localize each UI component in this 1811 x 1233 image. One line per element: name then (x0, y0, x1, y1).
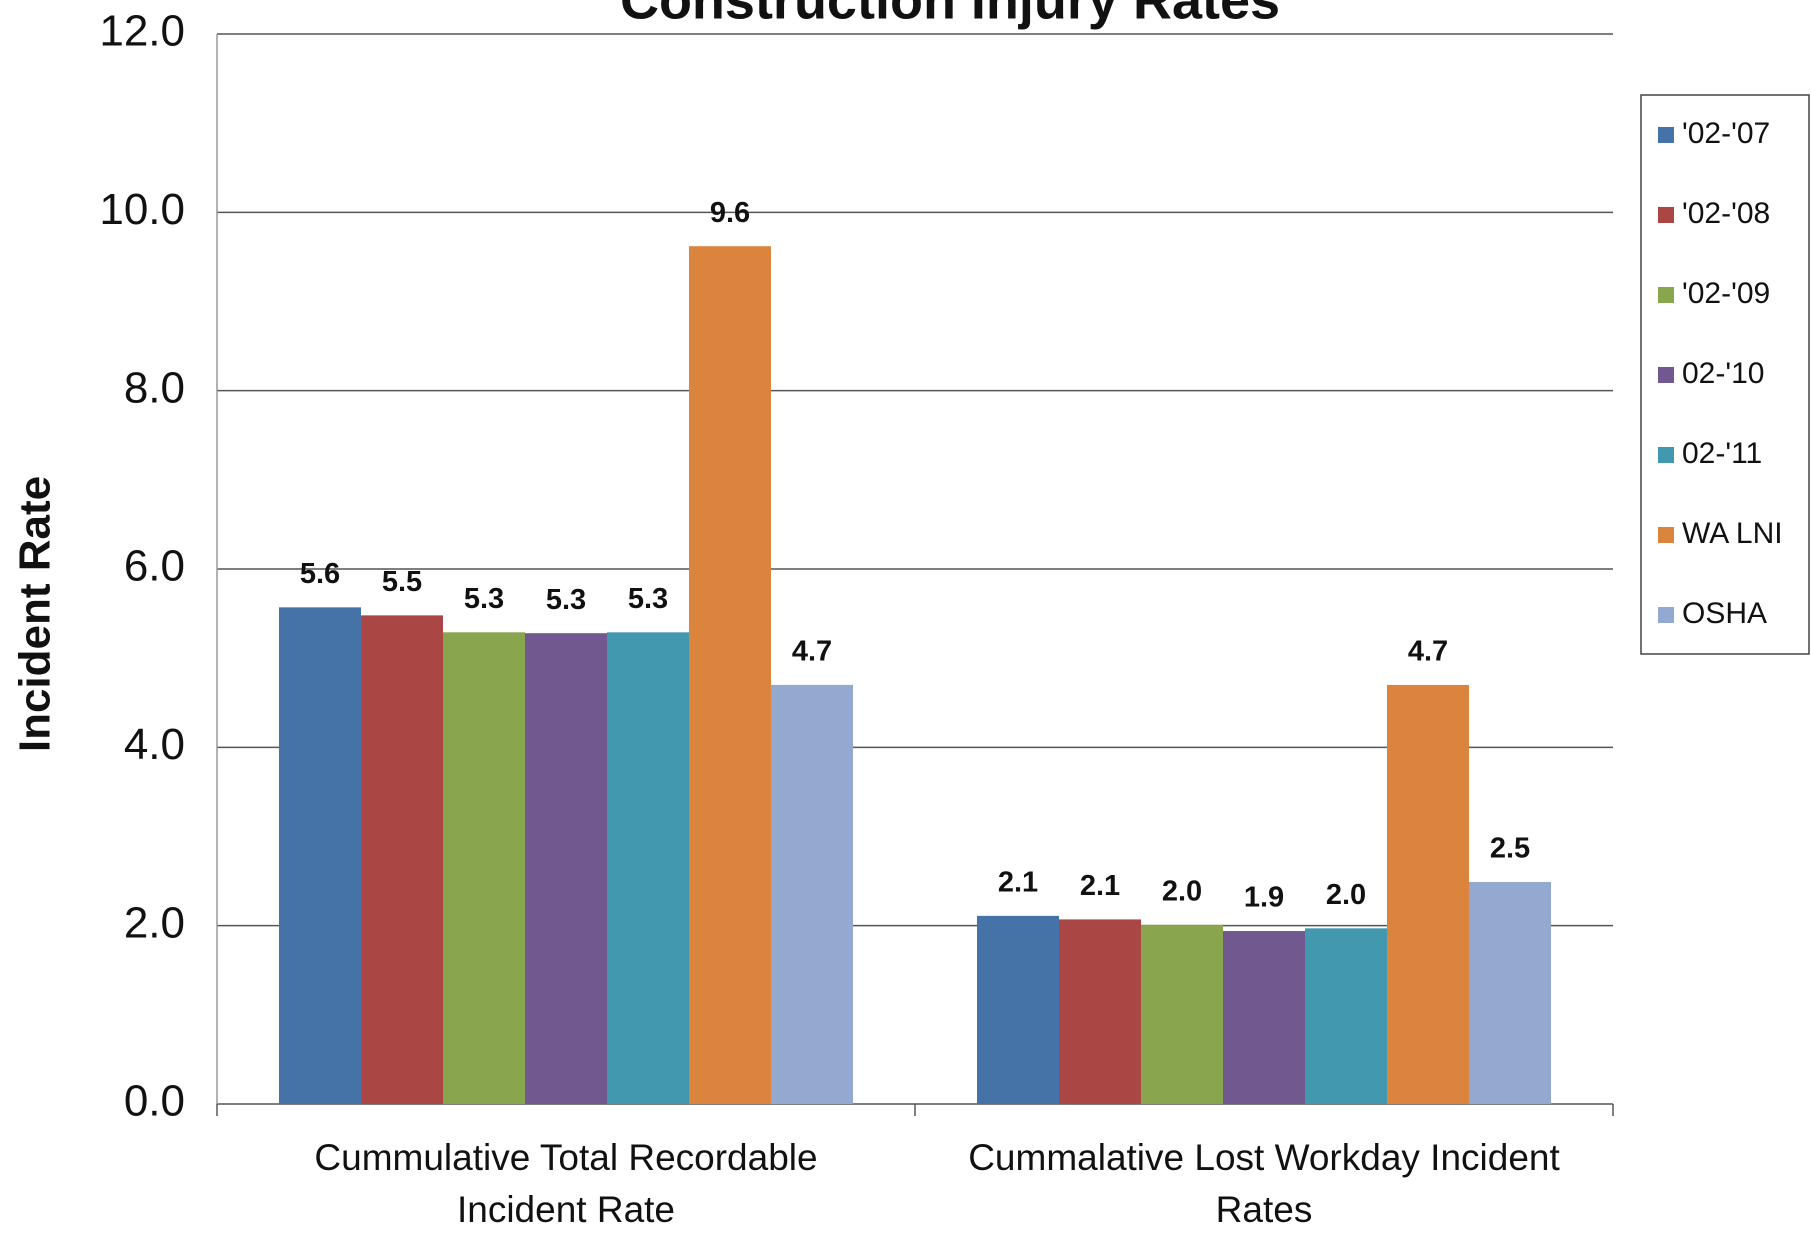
legend-label: 02-'10 (1682, 357, 1764, 390)
legend-label: 02-'11 (1682, 437, 1762, 470)
data-label: 5.3 (464, 583, 504, 615)
data-label: 4.7 (792, 636, 832, 668)
bar (1305, 928, 1387, 1104)
y-tick-label: 0.0 (124, 1077, 185, 1126)
bar (1059, 919, 1141, 1104)
data-label: 5.3 (628, 583, 668, 615)
legend-swatch (1658, 607, 1674, 623)
bar (279, 607, 361, 1104)
bar (1141, 924, 1223, 1104)
y-tick-label: 6.0 (124, 542, 185, 591)
legend-swatch (1658, 527, 1674, 543)
data-label: 5.3 (546, 584, 586, 616)
data-label: 2.0 (1326, 879, 1366, 911)
y-tick-label: 4.0 (124, 720, 185, 769)
legend-label: '02-'09 (1682, 277, 1770, 310)
bar (689, 246, 771, 1104)
data-label: 2.5 (1490, 833, 1530, 865)
chart-title: Construction Injury Rates (620, 0, 1280, 30)
bar (607, 632, 689, 1104)
legend-swatch (1658, 367, 1674, 383)
data-label: 5.6 (300, 558, 340, 590)
x-tick-label: Cummulative Total Recordable Incident Ra… (314, 1137, 818, 1230)
legend-label: OSHA (1682, 597, 1767, 630)
legend-label: '02-'08 (1682, 197, 1770, 230)
legend-swatch (1658, 447, 1674, 463)
legend-swatch (1658, 207, 1674, 223)
legend-label: WA LNI (1682, 517, 1783, 550)
data-label: 2.1 (1080, 870, 1120, 902)
bar (525, 633, 607, 1104)
y-tick-label: 2.0 (124, 898, 185, 947)
data-label: 2.0 (1162, 875, 1202, 907)
data-label: 1.9 (1244, 882, 1284, 914)
legend-label: '02-'07 (1682, 117, 1770, 150)
data-label: 4.7 (1408, 636, 1448, 668)
data-label: 9.6 (710, 197, 750, 229)
bar (1469, 881, 1551, 1104)
y-axis-label: Incident Rate (11, 476, 60, 752)
data-label: 5.5 (382, 566, 422, 598)
data-label: 2.1 (998, 867, 1038, 899)
legend-swatch (1658, 127, 1674, 143)
x-tick-label: Cummalative Lost Workday Incident Rates (968, 1137, 1560, 1230)
y-tick-label: 8.0 (124, 363, 185, 412)
bar (771, 684, 853, 1104)
bar (1387, 684, 1469, 1104)
legend-swatch (1658, 287, 1674, 303)
bar (977, 915, 1059, 1104)
y-tick-label: 10.0 (99, 185, 185, 234)
bar (443, 632, 525, 1104)
bar (361, 615, 443, 1104)
y-tick-label: 12.0 (99, 7, 185, 56)
bar (1223, 931, 1305, 1104)
